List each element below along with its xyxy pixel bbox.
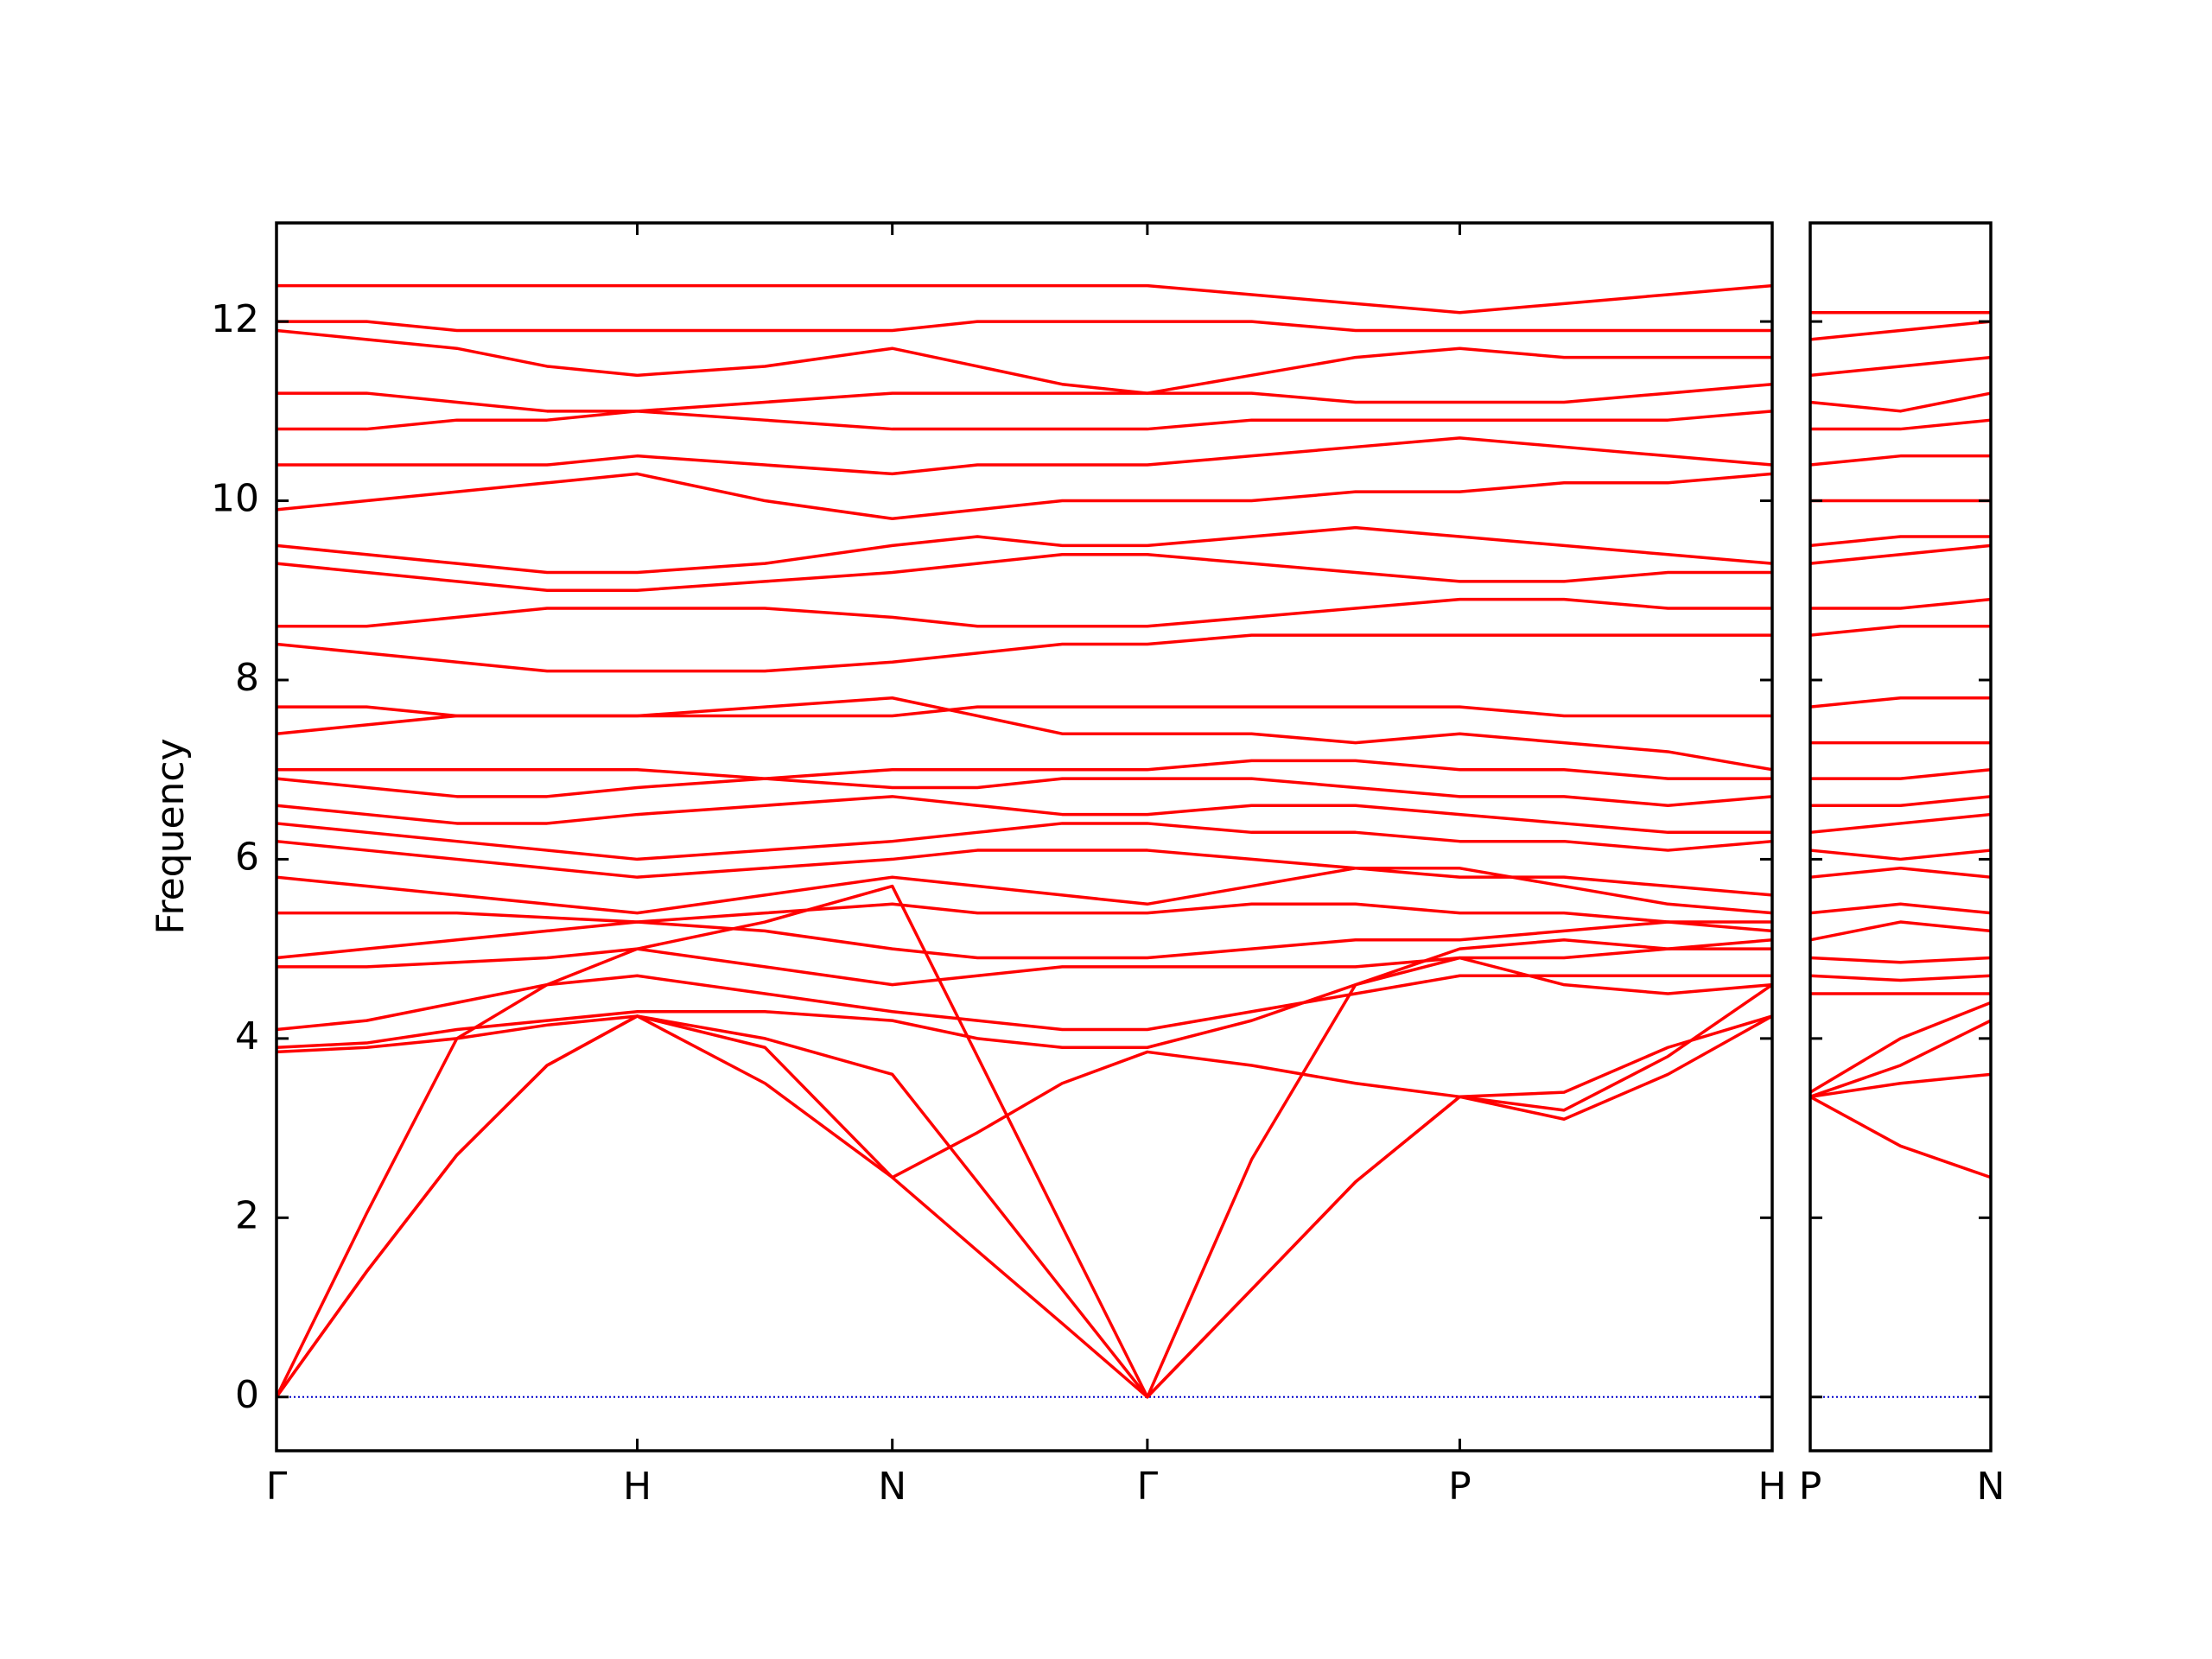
band-line [276,839,1773,897]
y-tick-label: 4 [235,1014,259,1058]
band-line [275,983,1773,1399]
x-tick-label: N [878,1465,906,1509]
band-line [1809,454,1991,467]
band-line [1810,795,1992,807]
band-line [276,597,1772,628]
y-tick-label: 8 [235,656,259,700]
band-line [276,283,1773,315]
band-line [1809,956,1992,964]
y-tick-label: 12 [211,297,259,341]
band-line [1809,1001,1992,1094]
band-line [276,777,1773,807]
band-line [276,696,1773,772]
band-line [276,382,1773,413]
x-tick-label: Γ [266,1465,288,1509]
x-tick-label: N [1977,1465,2005,1509]
band-line [276,633,1772,673]
band-line [276,938,1773,987]
band-line [276,320,1772,333]
y-axis-label: Frequency [149,738,193,934]
band-line [276,795,1772,835]
band-line [1809,543,1992,565]
band-line [276,920,1773,960]
y-tick-label: 6 [235,835,259,879]
band-line [276,867,1773,915]
x-tick-label: Γ [1137,1465,1159,1509]
band-line [1809,920,1992,942]
band-line [276,1014,1773,1179]
x-tick-label: P [1799,1465,1822,1509]
y-tick-label: 10 [211,477,259,521]
band-line [1809,320,1992,341]
plot-frame [275,221,1774,1452]
band-line [1809,849,1992,861]
band-line [1809,625,1991,637]
band-line [276,705,1772,718]
band-line [276,956,1773,1049]
x-tick-label: P [1448,1465,1471,1509]
band-line [1810,597,1992,610]
band-line [1809,1019,1992,1098]
band-line [276,974,1772,1032]
band-line [276,472,1773,521]
band-line [1809,1072,1992,1099]
band-line [276,759,1772,780]
band-line [1809,867,1992,879]
band-line [276,410,1773,431]
band-line [1809,355,1992,378]
band-line [1810,418,1992,431]
band-line [1809,1095,1992,1179]
band-line [275,884,1772,1399]
band-line [1809,535,1991,548]
band-line [276,328,1772,395]
band-line [1809,902,1992,915]
x-tick-label: H [623,1465,652,1509]
band-line [1809,696,1991,709]
y-tick-label: 0 [235,1373,259,1417]
band-line [1809,812,1992,835]
band-line [1809,391,1992,413]
band-line [1809,974,1992,982]
band-line [275,1014,1773,1399]
plot-frame [1808,221,1993,1452]
band-line [276,436,1773,476]
band-line [276,822,1773,861]
band-line [276,553,1772,593]
x-tick-label: H [1758,1465,1786,1509]
band-line [276,525,1773,575]
y-tick-label: 2 [235,1193,259,1237]
band-line [276,902,1772,924]
band-line [1810,767,1992,780]
